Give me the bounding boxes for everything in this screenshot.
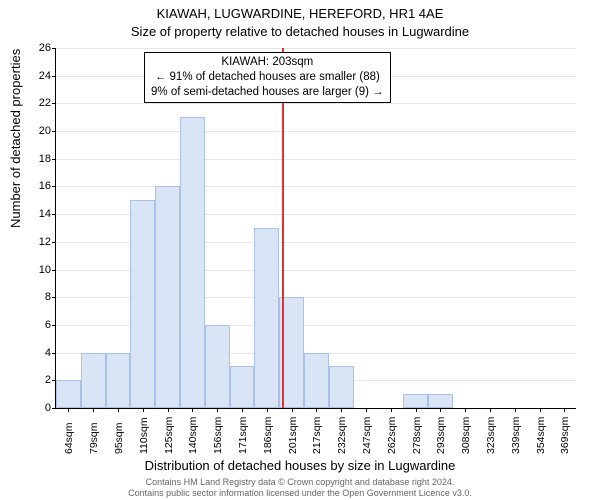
gridline [56,131,576,132]
y-tick-label: 16 [21,180,51,192]
gridline [56,159,576,160]
gridline [56,186,576,187]
y-tick-label: 18 [21,153,51,165]
x-tick-label: 95sqm [113,422,125,454]
y-tick-label: 6 [21,319,51,331]
x-tick-label: 125sqm [163,417,175,454]
histogram-bar [428,394,453,408]
x-tick-label: 79sqm [88,422,100,454]
x-tick-label: 278sqm [411,417,423,454]
x-tick-label: 110sqm [138,417,150,454]
x-tick-label: 232sqm [336,417,348,454]
x-tick-label: 293sqm [435,417,447,454]
footer-line1: Contains HM Land Registry data © Crown c… [0,477,600,487]
histogram-bar [403,394,428,408]
plot-area: KIAWAH: 203sqm ← 91% of detached houses … [55,48,576,409]
x-tick-label: 339sqm [510,417,522,454]
annotation-box: KIAWAH: 203sqm ← 91% of detached houses … [144,52,391,103]
x-axis-label: Distribution of detached houses by size … [0,458,600,473]
annot-line1: KIAWAH: 203sqm [151,55,384,70]
histogram-bar [205,325,230,408]
histogram-bar [155,186,180,408]
x-tick-label: 247sqm [361,417,373,454]
x-tick-label: 201sqm [287,417,299,454]
annot-line3: 9% of semi-detached houses are larger (9… [151,85,384,100]
x-tick-label: 156sqm [212,417,224,454]
footer: Contains HM Land Registry data © Crown c… [0,477,600,498]
x-tick-label: 323sqm [485,417,497,454]
histogram-bar [304,353,329,408]
gridline [56,103,576,104]
histogram-bar [254,228,279,408]
histogram-bar [180,117,205,408]
x-tick-label: 308sqm [460,417,472,454]
x-tick-label: 171sqm [237,417,249,454]
x-tick-label: 262sqm [386,417,398,454]
chart-container: KIAWAH, LUGWARDINE, HEREFORD, HR1 4AE Si… [0,0,600,500]
y-tick-label: 4 [21,347,51,359]
y-tick-label: 8 [21,291,51,303]
annot-line2: ← 91% of detached houses are smaller (88… [151,70,384,85]
y-tick-label: 26 [21,42,51,54]
x-tick-label: 369sqm [559,417,571,454]
y-tick-label: 0 [21,402,51,414]
histogram-bar [56,380,81,408]
histogram-bar [106,353,131,408]
footer-line2: Contains public sector information licen… [0,488,600,498]
y-tick-label: 20 [21,125,51,137]
y-tick-label: 10 [21,264,51,276]
x-tick-label: 354sqm [535,417,547,454]
histogram-bar [329,366,354,408]
x-tick-label: 217sqm [311,417,323,454]
chart-title: KIAWAH, LUGWARDINE, HEREFORD, HR1 4AE [0,6,600,21]
x-tick-label: 64sqm [63,422,75,454]
y-tick-label: 14 [21,208,51,220]
y-tick-label: 22 [21,97,51,109]
gridline [56,48,576,49]
histogram-bar [230,366,255,408]
histogram-bar [81,353,106,408]
y-tick-label: 24 [21,70,51,82]
y-tick-label: 2 [21,374,51,386]
y-tick-label: 12 [21,236,51,248]
histogram-bar [130,200,155,408]
chart-subtitle: Size of property relative to detached ho… [0,24,600,39]
x-tick-label: 140sqm [187,417,199,454]
x-tick-label: 186sqm [262,417,274,454]
